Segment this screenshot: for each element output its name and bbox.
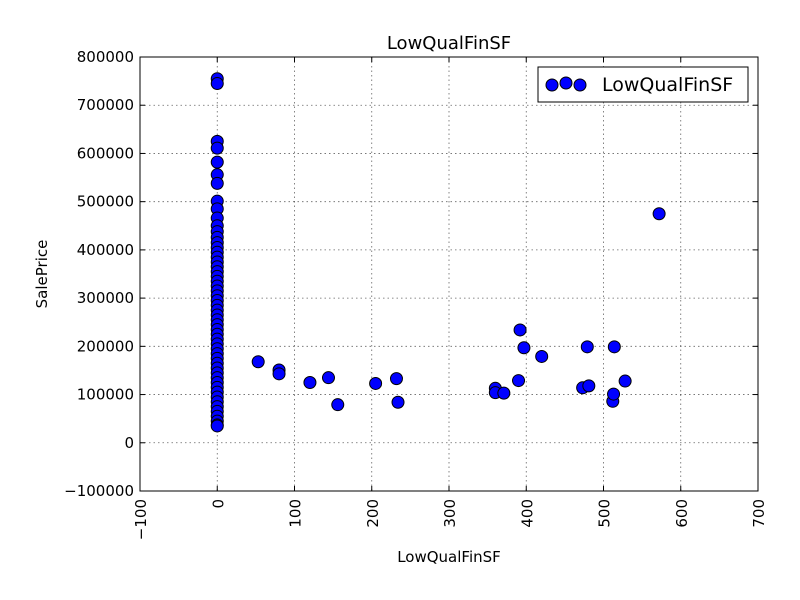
y-tick-label: 200000 bbox=[77, 337, 134, 355]
x-tick-label: 100 bbox=[287, 499, 305, 528]
y-tick-labels: −100000 0 100000 200000 300000 400000 500000 60… bbox=[64, 48, 134, 500]
legend: LowQualFinSF bbox=[537, 66, 749, 103]
data-point bbox=[607, 340, 621, 354]
data-point bbox=[618, 374, 632, 388]
y-tick-label: 500000 bbox=[77, 193, 134, 211]
data-point bbox=[535, 349, 549, 363]
data-point bbox=[210, 176, 224, 190]
legend-label: LowQualFinSF bbox=[602, 74, 733, 96]
x-tick-label: 200 bbox=[364, 499, 382, 528]
grid-lines bbox=[139, 56, 759, 492]
data-point bbox=[582, 379, 596, 393]
y-tick-label: 700000 bbox=[77, 96, 134, 114]
data-point bbox=[512, 374, 526, 388]
x-axis-label: LowQualFinSF bbox=[397, 548, 501, 566]
x-tick-label: 600 bbox=[673, 499, 691, 528]
data-point bbox=[652, 207, 666, 221]
data-point bbox=[513, 323, 527, 337]
y-tick-label: 300000 bbox=[77, 289, 134, 307]
data-point bbox=[210, 155, 224, 169]
y-tick-label: 0 bbox=[124, 434, 134, 452]
data-point bbox=[272, 367, 286, 381]
data-point bbox=[391, 395, 405, 409]
y-tick-label: −100000 bbox=[64, 482, 134, 500]
data-point bbox=[321, 371, 335, 385]
data-point bbox=[607, 387, 621, 401]
x-tick-label: 500 bbox=[596, 499, 614, 528]
y-tick-label: 400000 bbox=[77, 241, 134, 259]
axis-ticks bbox=[139, 56, 759, 492]
y-tick-label: 100000 bbox=[77, 386, 134, 404]
x-tick-label: −100 bbox=[132, 499, 150, 540]
x-tick-label: 700 bbox=[750, 499, 768, 528]
data-point bbox=[251, 355, 265, 369]
data-point bbox=[210, 77, 224, 91]
y-tick-label: 800000 bbox=[77, 48, 134, 66]
data-point bbox=[369, 376, 383, 390]
data-point bbox=[331, 398, 345, 412]
x-tick-label: 0 bbox=[209, 499, 227, 509]
legend-box bbox=[537, 66, 749, 103]
y-axis-label: SalePrice bbox=[33, 240, 51, 309]
x-tick-labels: −100 0 100 200 300 400 500 600 700 bbox=[132, 499, 768, 540]
data-point bbox=[580, 340, 594, 354]
chart-title: LowQualFinSF bbox=[387, 33, 511, 54]
data-point bbox=[210, 419, 224, 433]
legend-marker bbox=[559, 76, 573, 90]
y-tick-label: 600000 bbox=[77, 144, 134, 162]
legend-marker bbox=[545, 78, 559, 92]
data-point bbox=[303, 376, 317, 389]
data-point bbox=[497, 386, 511, 400]
data-point bbox=[389, 372, 403, 386]
x-tick-label: 400 bbox=[518, 499, 536, 528]
legend-marker bbox=[573, 78, 587, 92]
data-points bbox=[210, 72, 666, 433]
data-point bbox=[517, 341, 531, 355]
data-point bbox=[210, 141, 224, 155]
x-tick-label: 300 bbox=[441, 499, 459, 528]
